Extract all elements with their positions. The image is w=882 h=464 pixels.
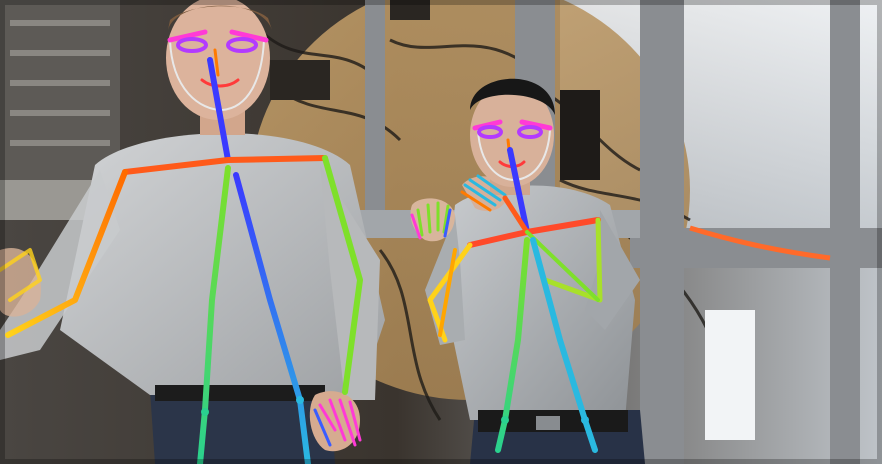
camera-box-top bbox=[390, 0, 430, 20]
white-panel bbox=[705, 310, 755, 440]
equipment-rack bbox=[560, 90, 600, 180]
pose-skeleton-right bbox=[410, 119, 603, 453]
orange-cable bbox=[689, 225, 831, 261]
camera-box bbox=[270, 60, 330, 100]
pose-skeleton-left bbox=[0, 29, 363, 464]
person-left bbox=[0, 0, 385, 464]
metal-frame bbox=[360, 0, 882, 464]
